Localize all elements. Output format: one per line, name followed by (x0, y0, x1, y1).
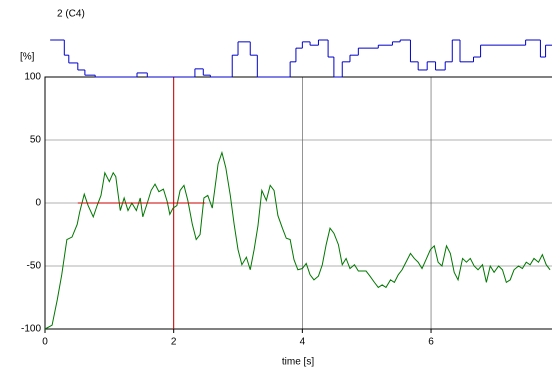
chart-title: 2 (C4) (57, 9, 85, 20)
y-tick-label: -100 (21, 324, 41, 335)
y-tick-label: -50 (27, 261, 42, 272)
x-axis-label: time [s] (282, 357, 314, 368)
x-tick-label: 2 (171, 337, 177, 348)
y-tick-label: 100 (24, 72, 41, 83)
y-tick-label: 50 (30, 135, 42, 146)
x-tick-label: 4 (300, 337, 306, 348)
y-axis-label: [%] (20, 52, 35, 63)
series-line (44, 150, 551, 330)
y-tick-label: 0 (35, 198, 41, 209)
x-tick-label: 6 (428, 337, 434, 348)
x-tick-label: 0 (42, 337, 48, 348)
plot-frame (44, 76, 552, 330)
